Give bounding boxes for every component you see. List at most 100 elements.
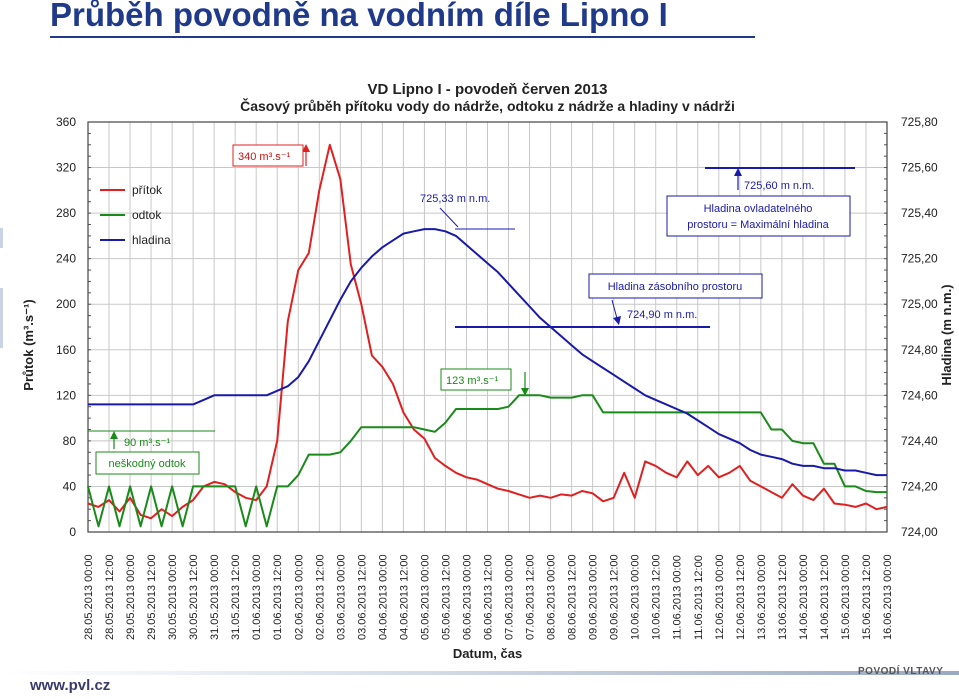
- outflow123-box: [440, 368, 512, 391]
- y-tick-label: 360: [56, 115, 76, 129]
- y-tick-label: 320: [56, 161, 76, 175]
- harmless-box: [95, 451, 200, 475]
- y2-axis-label: Hladina (m n.m.): [939, 284, 954, 385]
- x-tick-label: 08.06.2013 12:00: [567, 554, 579, 640]
- x-tick-label: 01.06.2013 00:00: [251, 554, 263, 640]
- control-level-label: 725,60 m n.m.: [744, 180, 814, 192]
- x-tick-label: 09.06.2013 12:00: [609, 554, 621, 640]
- control-box-line-2: prostoru = Maximální hladina: [687, 219, 829, 231]
- outflow90-arrow-head: [110, 431, 118, 439]
- x-tick-label: 02.06.2013 12:00: [314, 554, 326, 640]
- x-tick-label: 10.06.2013 12:00: [651, 554, 663, 640]
- x-tick-label: 12.06.2013 12:00: [735, 554, 747, 640]
- x-tick-label: 05.06.2013 12:00: [440, 554, 452, 640]
- x-tick-label: 28.05.2013 00:00: [83, 554, 95, 640]
- x-tick-label: 07.06.2013 00:00: [504, 554, 516, 640]
- x-tick-label: 06.06.2013 12:00: [483, 554, 495, 640]
- y-axis-label: Průtok (m³.s⁻¹): [21, 299, 36, 390]
- max-level-label: 725,33 m n.m.: [420, 193, 490, 205]
- y2-tick-label: 725,60: [901, 161, 938, 175]
- x-tick-label: 02.06.2013 00:00: [293, 554, 305, 640]
- chart-subtitle: Časový průběh přítoku vody do nádrže, od…: [240, 97, 735, 114]
- control-arrow-head: [734, 168, 742, 176]
- x-tick-label: 15.06.2013 12:00: [861, 554, 873, 640]
- y2-tick-label: 724,20: [901, 479, 938, 493]
- y2-tick-label: 725,80: [901, 115, 938, 129]
- footer-url: www.pvl.cz: [30, 677, 111, 694]
- control-annotation-box: [666, 195, 851, 237]
- legend-label-0: přítok: [132, 183, 163, 197]
- y2-tick-label: 724,80: [901, 343, 938, 357]
- x-tick-label: 11.06.2013 00:00: [672, 555, 684, 640]
- y-tick-label: 240: [56, 252, 76, 266]
- outflow123-label: 123 m³.s⁻¹: [446, 375, 499, 387]
- slide-title: Průběh povodně na vodním díle Lipno I: [50, 0, 668, 33]
- x-tick-label: 10.06.2013 00:00: [630, 554, 642, 640]
- storage-pointer-head: [613, 316, 621, 325]
- footer-divider: [0, 671, 959, 675]
- y-tick-label: 280: [56, 206, 76, 220]
- legend-label-1: odtok: [132, 208, 162, 222]
- series-line-2: [88, 228, 887, 477]
- side-tab-2: [0, 288, 3, 348]
- x-tick-label: 05.06.2013 00:00: [419, 554, 431, 640]
- x-tick-label: 08.06.2013 00:00: [546, 554, 558, 640]
- chart-title: VD Lipno I - povodeň červen 2013: [367, 81, 607, 98]
- y-tick-label: 120: [56, 388, 76, 402]
- footer-brand-logo: POVODÍ VLTAVY: [858, 666, 944, 677]
- control-box-line-1: Hladina ovladatelného: [704, 203, 813, 215]
- x-tick-label: 28.05.2013 12:00: [104, 554, 116, 640]
- x-axis-label: Datum, čas: [453, 646, 522, 661]
- x-tick-label: 06.06.2013 00:00: [461, 554, 473, 640]
- x-tick-label: 29.05.2013 00:00: [125, 554, 137, 640]
- y2-tick-label: 725,20: [901, 252, 938, 266]
- x-tick-label: 04.06.2013 00:00: [377, 554, 389, 640]
- plot-frame: [87, 121, 888, 533]
- x-tick-label: 29.05.2013 12:00: [146, 554, 158, 640]
- y-tick-label: 160: [56, 343, 76, 357]
- side-tab-1: [0, 228, 3, 248]
- x-tick-label: 13.06.2013 00:00: [756, 554, 768, 640]
- x-tick-label: 30.05.2013 12:00: [188, 554, 200, 640]
- x-tick-label: 31.05.2013 12:00: [230, 554, 242, 640]
- peak-arrow-head: [302, 144, 310, 152]
- x-tick-label: 31.05.2013 00:00: [209, 554, 221, 640]
- y-tick-label: 200: [56, 297, 76, 311]
- x-tick-label: 04.06.2013 12:00: [398, 554, 410, 640]
- x-tick-label: 14.06.2013 12:00: [819, 554, 831, 640]
- storage-box-label: Hladina zásobního prostoru: [608, 281, 743, 293]
- x-tick-label: 07.06.2013 12:00: [525, 554, 537, 640]
- x-tick-label: 30.05.2013 00:00: [167, 554, 179, 640]
- outflow90-label: 90 m³.s⁻¹: [124, 437, 170, 449]
- max-level-pointer: [439, 207, 459, 228]
- series-line-0: [87, 143, 888, 520]
- storage-annotation-box: [588, 273, 763, 299]
- x-tick-label: 16.06.2013 00:00: [882, 554, 894, 640]
- y-tick-label: 40: [63, 479, 77, 493]
- x-tick-label: 12.06.2013 00:00: [714, 554, 726, 640]
- storage-level-label: 724,90 m n.m.: [627, 309, 697, 321]
- y2-tick-label: 724,00: [901, 525, 938, 539]
- title-underline: [50, 36, 755, 38]
- harmless-label: neškodný odtok: [108, 458, 186, 470]
- legend-label-2: hladina: [132, 233, 171, 247]
- x-tick-label: 15.06.2013 00:00: [840, 554, 852, 640]
- y-tick-label: 80: [63, 434, 77, 448]
- y2-tick-label: 724,60: [901, 388, 938, 402]
- x-tick-label: 09.06.2013 00:00: [588, 554, 600, 640]
- x-tick-label: 03.06.2013 00:00: [335, 554, 347, 640]
- outflow123-arrow-head: [521, 388, 529, 396]
- y2-tick-label: 725,40: [901, 206, 938, 220]
- peak-annotation-label: 340 m³.s⁻¹: [238, 151, 291, 163]
- x-tick-label: 03.06.2013 12:00: [356, 554, 368, 640]
- x-tick-label: 01.06.2013 12:00: [272, 554, 284, 640]
- x-tick-label: 14.06.2013 00:00: [798, 554, 810, 640]
- peak-annotation-box: [232, 144, 304, 167]
- x-tick-label: 13.06.2013 12:00: [777, 554, 789, 640]
- y2-tick-label: 725,00: [901, 297, 938, 311]
- x-tick-label: 11.06.2013 12:00: [693, 555, 705, 640]
- y2-tick-label: 724,40: [901, 434, 938, 448]
- y-tick-label: 0: [69, 525, 76, 539]
- series-line-1: [87, 394, 887, 528]
